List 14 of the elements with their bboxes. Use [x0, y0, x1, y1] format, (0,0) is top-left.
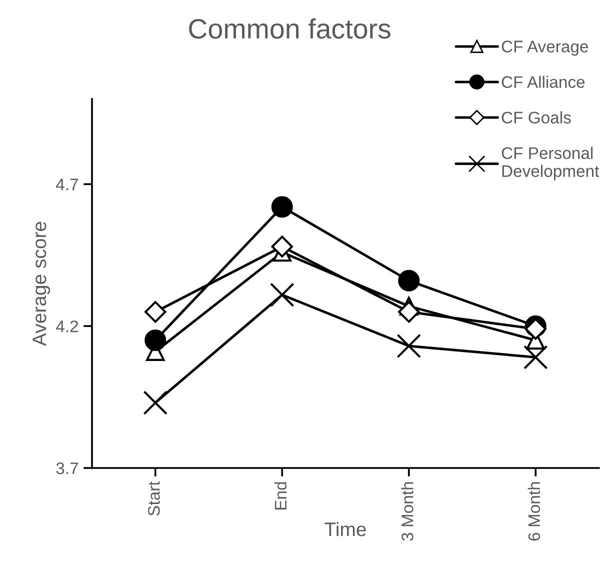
legend-label: CF Goals — [502, 111, 571, 124]
x-axis-title: Time — [324, 522, 366, 536]
x-tick-label: 3 Month — [401, 482, 414, 541]
y-tick-label: 4.2 — [56, 320, 78, 332]
y-tick-label: 4.7 — [56, 178, 78, 190]
x-tick-label: End — [274, 482, 287, 510]
y-axis-title: Average score — [32, 222, 50, 346]
legend-label: CF Average — [502, 40, 588, 56]
x-tick-label: Start — [148, 481, 160, 516]
chart-title: Common factors — [189, 18, 390, 39]
legend-label: CF Personal Development — [502, 146, 600, 180]
x-tick-label: 6 Month — [528, 482, 540, 541]
y-tick-label: 3.7 — [56, 462, 78, 474]
legend-label: CF Alliance — [502, 76, 585, 88]
